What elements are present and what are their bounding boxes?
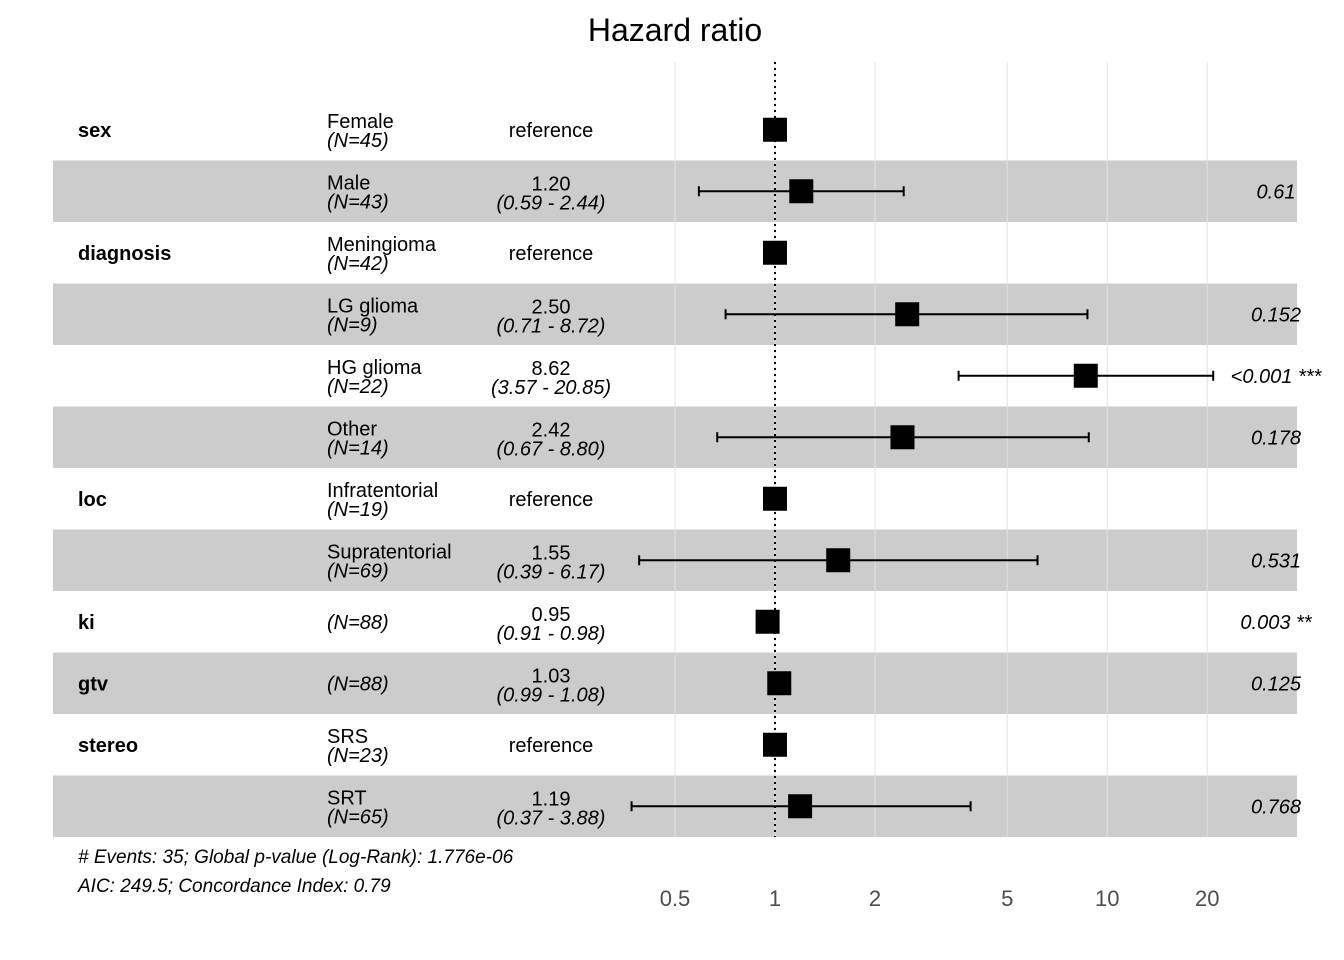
hr-point bbox=[788, 794, 813, 819]
p-value: 0.178 bbox=[1251, 427, 1301, 449]
forest-row: SRT(N=65) 1.19(0.37 - 3.88) 0.768 bbox=[327, 787, 1301, 829]
p-value: 0.152 bbox=[1251, 304, 1301, 326]
hr-value: 2.50 bbox=[532, 296, 571, 318]
x-tick-label: 2 bbox=[869, 886, 881, 911]
hr-value: 8.62 bbox=[532, 358, 571, 380]
ci-value: (0.59 - 2.44) bbox=[497, 192, 606, 214]
forest-row: Other(N=14) 2.42(0.67 - 8.80) 0.178 bbox=[327, 418, 1301, 460]
p-value: <0.001 *** bbox=[1231, 366, 1323, 388]
hr-point bbox=[767, 671, 792, 696]
variable-label: diagnosis bbox=[78, 243, 171, 265]
hr-point bbox=[890, 425, 915, 450]
x-tick-label: 1 bbox=[769, 886, 781, 911]
x-tick-label: 0.5 bbox=[660, 886, 691, 911]
forest-row: Supratentorial(N=69) 1.55(0.39 - 6.17) 0.5… bbox=[327, 541, 1301, 583]
forest-row: ki (N=88) 0.95(0.91 - 0.98) 0.003 ** bbox=[78, 604, 1313, 645]
hr-value: 1.19 bbox=[532, 788, 571, 810]
ci-value: (0.91 - 0.98) bbox=[497, 623, 606, 645]
p-value: 0.531 bbox=[1251, 550, 1301, 572]
hr-value: 1.55 bbox=[532, 542, 571, 564]
footer-events: # Events: 35; Global p-value (Log-Rank):… bbox=[78, 847, 514, 868]
hr-point bbox=[763, 486, 787, 511]
level-label: Supratentorial bbox=[327, 541, 452, 563]
n-label: (N=14) bbox=[327, 437, 389, 459]
level-label: SRS bbox=[327, 726, 368, 748]
p-value: 0.61 bbox=[1257, 181, 1296, 203]
hr-value: reference bbox=[509, 243, 594, 265]
variable-label: stereo bbox=[78, 735, 138, 757]
variable-label: loc bbox=[78, 489, 107, 511]
variable-label: ki bbox=[78, 612, 95, 634]
chart-title: Hazard ratio bbox=[588, 12, 762, 48]
p-value: 0.003 ** bbox=[1240, 612, 1312, 634]
n-label: (N=88) bbox=[327, 612, 389, 634]
forest-row: HG glioma(N=22) 8.62(3.57 - 20.85) <0.001 … bbox=[327, 357, 1323, 399]
n-label: (N=69) bbox=[327, 560, 389, 582]
level-label: SRT bbox=[327, 787, 367, 809]
level-label: HG glioma bbox=[327, 357, 422, 379]
hr-value: 0.95 bbox=[532, 604, 571, 626]
forest-row: diagnosis Meningioma(N=42) reference bbox=[78, 234, 787, 275]
forest-row: Male(N=43) 1.20(0.59 - 2.44) 0.61 bbox=[327, 172, 1295, 214]
level-label: Other bbox=[327, 418, 377, 440]
p-value: 0.768 bbox=[1251, 796, 1301, 818]
forest-row: LG glioma(N=9) 2.50(0.71 - 8.72) 0.152 bbox=[327, 295, 1301, 337]
ci-value: (0.39 - 6.17) bbox=[497, 561, 606, 583]
n-label: (N=88) bbox=[327, 673, 389, 695]
x-tick-label: 5 bbox=[1001, 886, 1013, 911]
level-label: Male bbox=[327, 172, 370, 194]
variable-label: sex bbox=[78, 120, 111, 142]
n-label: (N=42) bbox=[327, 253, 389, 275]
hr-point bbox=[763, 240, 787, 265]
hr-value: reference bbox=[509, 735, 594, 757]
hr-point bbox=[826, 548, 851, 573]
variable-label: gtv bbox=[78, 673, 109, 695]
x-tick-label: 20 bbox=[1195, 886, 1219, 911]
n-label: (N=9) bbox=[327, 314, 378, 336]
hr-value: reference bbox=[509, 489, 594, 511]
ci-value: (0.99 - 1.08) bbox=[497, 684, 606, 706]
hr-value: 2.42 bbox=[532, 419, 571, 441]
level-label: Female bbox=[327, 111, 394, 133]
forest-row: gtv (N=88) 1.03(0.99 - 1.08) 0.125 bbox=[78, 665, 1302, 706]
ci-value: (3.57 - 20.85) bbox=[491, 377, 611, 399]
footer-aic: AIC: 249.5; Concordance Index: 0.79 bbox=[77, 876, 391, 897]
hr-point bbox=[755, 609, 780, 634]
n-label: (N=19) bbox=[327, 499, 389, 521]
hr-point bbox=[763, 732, 787, 757]
hr-value: 1.03 bbox=[532, 665, 571, 687]
hr-value: 1.20 bbox=[532, 173, 571, 195]
ci-value: (0.67 - 8.80) bbox=[497, 438, 606, 460]
level-label: Infratentorial bbox=[327, 480, 438, 502]
hr-point bbox=[895, 302, 920, 327]
level-label: LG glioma bbox=[327, 295, 419, 317]
hr-point bbox=[789, 179, 814, 204]
forest-row: loc Infratentorial(N=19) reference bbox=[78, 480, 787, 521]
forest-row: stereo SRS(N=23) reference bbox=[78, 726, 787, 767]
hr-value: reference bbox=[509, 120, 594, 142]
n-label: (N=23) bbox=[327, 745, 389, 767]
level-label: Meningioma bbox=[327, 234, 437, 256]
hr-point bbox=[763, 117, 787, 142]
n-label: (N=43) bbox=[327, 191, 389, 213]
ci-value: (0.71 - 8.72) bbox=[497, 315, 606, 337]
x-tick-label: 10 bbox=[1095, 886, 1119, 911]
n-label: (N=45) bbox=[327, 130, 389, 152]
forest-row: sex Female(N=45) reference bbox=[78, 111, 787, 152]
n-label: (N=65) bbox=[327, 806, 389, 828]
n-label: (N=22) bbox=[327, 376, 389, 398]
ci-value: (0.37 - 3.88) bbox=[497, 807, 606, 829]
hr-point bbox=[1073, 363, 1098, 388]
p-value: 0.125 bbox=[1251, 673, 1302, 695]
